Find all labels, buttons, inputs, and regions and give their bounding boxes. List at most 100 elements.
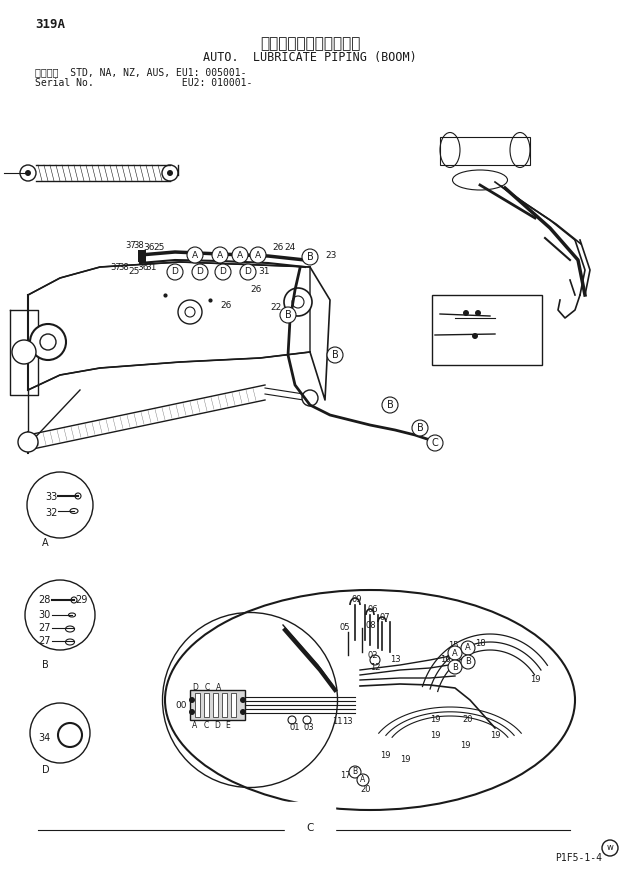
Text: 24: 24 (284, 244, 295, 252)
Text: 25: 25 (465, 326, 476, 334)
Circle shape (448, 646, 462, 660)
Text: C: C (203, 721, 208, 731)
Text: 36: 36 (137, 264, 149, 272)
Text: 25: 25 (153, 244, 164, 252)
Bar (190, 690, 245, 720)
Circle shape (30, 324, 66, 360)
Ellipse shape (165, 590, 575, 810)
Circle shape (63, 728, 77, 742)
Text: 09: 09 (352, 595, 363, 604)
Circle shape (427, 435, 443, 451)
Text: 37: 37 (110, 264, 121, 272)
Text: 32: 32 (45, 508, 58, 518)
Text: 26: 26 (442, 300, 453, 310)
Text: 19: 19 (490, 731, 500, 739)
Circle shape (475, 310, 481, 316)
Circle shape (187, 247, 203, 263)
Text: 23: 23 (325, 251, 337, 259)
Circle shape (18, 432, 38, 452)
Text: 02: 02 (367, 650, 378, 659)
Text: B: B (352, 767, 358, 776)
Text: D: D (219, 267, 226, 277)
Text: 16: 16 (440, 656, 451, 664)
Bar (138, 250, 146, 262)
Text: 12: 12 (370, 663, 381, 671)
Text: 自動給脂配管（ブーム）: 自動給脂配管（ブーム） (260, 37, 360, 52)
Text: B: B (452, 663, 458, 671)
Text: 15: 15 (448, 641, 459, 650)
Bar (213, 693, 218, 717)
Text: 38: 38 (133, 240, 144, 250)
Circle shape (240, 709, 246, 715)
Text: 06: 06 (367, 606, 378, 615)
Text: A: A (217, 251, 223, 259)
Text: 19: 19 (530, 676, 541, 684)
Text: P1F5-1-4: P1F5-1-4 (555, 853, 602, 863)
Circle shape (461, 655, 475, 669)
Text: D: D (172, 267, 179, 277)
Polygon shape (28, 262, 310, 390)
Text: 28: 28 (38, 595, 50, 605)
Text: C: C (205, 683, 210, 691)
Text: 26: 26 (437, 326, 448, 334)
Text: S/N : ~D03/08: S/N : ~D03/08 (435, 346, 500, 354)
Circle shape (302, 390, 318, 406)
Text: 26: 26 (452, 326, 463, 334)
Text: B: B (285, 310, 291, 320)
Circle shape (192, 264, 208, 280)
Text: 37: 37 (125, 240, 136, 250)
Text: 00: 00 (175, 700, 187, 710)
Text: D: D (244, 267, 252, 277)
Text: B: B (42, 660, 49, 670)
Text: E: E (226, 721, 231, 731)
Text: 13: 13 (342, 718, 353, 726)
Text: 01: 01 (290, 723, 301, 732)
Circle shape (240, 264, 256, 280)
Text: 20: 20 (360, 786, 371, 794)
Text: D: D (42, 765, 50, 775)
Text: 20: 20 (462, 716, 472, 725)
Circle shape (25, 170, 31, 176)
Text: 26: 26 (250, 285, 262, 294)
Circle shape (472, 333, 478, 339)
Text: 17: 17 (340, 771, 351, 780)
Text: A: A (360, 775, 366, 785)
Text: D: D (197, 267, 203, 277)
Text: 38: 38 (118, 264, 129, 272)
Text: 08: 08 (365, 621, 376, 629)
Bar (432, 295, 542, 365)
Circle shape (189, 697, 195, 703)
Text: A: A (465, 643, 471, 652)
Bar (195, 693, 200, 717)
Text: 03: 03 (303, 723, 314, 732)
Circle shape (463, 310, 469, 316)
Text: A: A (216, 683, 221, 691)
Circle shape (167, 170, 173, 176)
Text: A: A (42, 538, 48, 548)
Circle shape (167, 264, 183, 280)
Text: 13: 13 (390, 656, 401, 664)
Circle shape (212, 247, 228, 263)
Circle shape (178, 300, 202, 324)
Circle shape (327, 347, 343, 363)
Circle shape (284, 288, 312, 316)
Text: 31: 31 (258, 267, 270, 277)
Text: A: A (237, 251, 243, 259)
Text: D: D (192, 683, 198, 691)
Circle shape (382, 397, 398, 413)
Text: 19: 19 (380, 751, 391, 760)
Circle shape (448, 660, 462, 674)
Text: 適用号機  STD, NA, NZ, AUS, EU1: 005001-: 適用号機 STD, NA, NZ, AUS, EU1: 005001- (35, 67, 247, 77)
Bar (204, 693, 209, 717)
Text: 19: 19 (430, 732, 440, 740)
Polygon shape (28, 385, 265, 450)
Circle shape (12, 340, 36, 364)
Text: 19: 19 (400, 755, 410, 765)
Text: 05: 05 (340, 623, 350, 633)
Text: 19: 19 (460, 740, 471, 750)
Circle shape (461, 641, 475, 655)
Circle shape (357, 774, 369, 786)
Circle shape (280, 307, 296, 323)
Text: B: B (387, 400, 393, 410)
Text: 34: 34 (38, 733, 50, 743)
